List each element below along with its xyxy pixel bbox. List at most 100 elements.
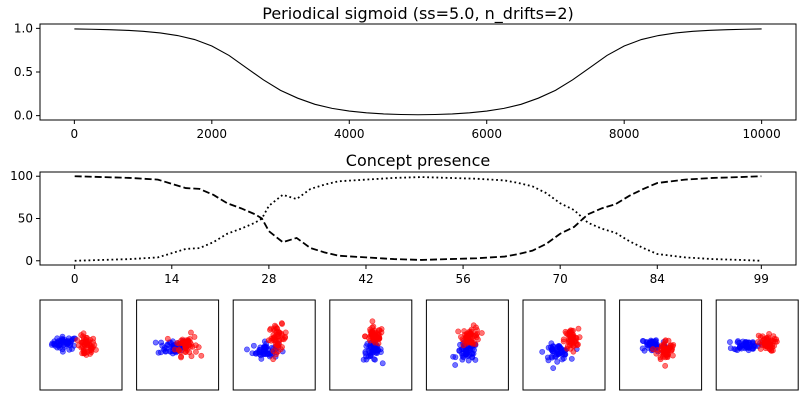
presence-series-line-1 bbox=[74, 176, 762, 262]
scatter-panel-frame bbox=[522, 299, 606, 391]
scatter-point-blue bbox=[158, 349, 164, 356]
scatter-point-red bbox=[164, 335, 171, 342]
scatter-panel-frame bbox=[232, 299, 316, 391]
scatter-point-blue bbox=[459, 353, 466, 359]
sigmoid-axes: 0 2000 4000 6000 8000 10000 0.0 0.5 1.0 bbox=[14, 21, 797, 141]
scatter-point-blue bbox=[750, 343, 757, 350]
scatter-point-blue bbox=[56, 342, 63, 349]
scatter-point-blue bbox=[379, 360, 386, 367]
scatter-point-red bbox=[575, 341, 581, 348]
scatter-panel-3 bbox=[232, 299, 316, 391]
scatter-panel-frame bbox=[715, 299, 799, 391]
scatter-panel-2 bbox=[136, 299, 220, 391]
scatter-point-red bbox=[270, 356, 277, 363]
presence-ytick-label: 50 bbox=[18, 212, 33, 226]
scatter-point-blue bbox=[727, 339, 733, 345]
scatter-point-red bbox=[757, 346, 764, 352]
scatter-point-blue bbox=[641, 347, 648, 354]
scatter-point-red bbox=[191, 334, 198, 340]
presence-axes-frame bbox=[39, 171, 797, 266]
scatter-point-blue bbox=[375, 347, 381, 353]
scatter-point-blue bbox=[244, 346, 250, 353]
scatter-point-blue bbox=[59, 336, 66, 343]
scatter-point-blue bbox=[54, 335, 61, 342]
scatter-point-blue bbox=[452, 354, 459, 361]
scatter-point-blue bbox=[554, 358, 561, 365]
scatter-point-red bbox=[470, 340, 476, 347]
scatter-point-red bbox=[279, 344, 285, 350]
scatter-point-red bbox=[768, 337, 775, 344]
scatter-point-blue bbox=[262, 343, 269, 350]
scatter-panel-5 bbox=[425, 299, 509, 391]
scatter-point-blue bbox=[66, 346, 73, 353]
scatter-panel-8 bbox=[715, 299, 799, 391]
scatter-point-red bbox=[649, 346, 656, 353]
sigmoid-xtick-label: 6000 bbox=[471, 127, 502, 141]
scatter-point-red bbox=[81, 349, 88, 356]
scatter-point-red bbox=[188, 353, 195, 360]
scatter-point-red bbox=[460, 342, 467, 349]
scatter-point-red bbox=[90, 339, 97, 346]
scatter-point-blue bbox=[465, 357, 472, 364]
scatter-point-red bbox=[369, 318, 376, 325]
scatter-point-red bbox=[195, 344, 202, 351]
sigmoid-xtick-label: 2000 bbox=[197, 127, 228, 141]
presence-xtick-label: 56 bbox=[455, 272, 470, 286]
scatter-point-blue bbox=[548, 353, 555, 360]
scatter-point-blue bbox=[746, 340, 752, 347]
scatter-point-red bbox=[560, 338, 567, 345]
scatter-point-red bbox=[78, 332, 85, 338]
scatter-point-blue bbox=[640, 338, 647, 345]
scatter-point-red bbox=[85, 338, 92, 345]
scatter-point-blue bbox=[539, 348, 546, 355]
scatter-point-red bbox=[773, 336, 780, 343]
sigmoid-title: Periodical sigmoid (ss=5.0, n_drifts=2) bbox=[262, 4, 574, 24]
scatter-point-red bbox=[570, 348, 577, 355]
scatter-point-red bbox=[369, 324, 376, 331]
scatter-point-red bbox=[761, 341, 768, 348]
presence-xtick-label: 28 bbox=[261, 272, 276, 286]
presence-xtick-label: 0 bbox=[71, 272, 79, 286]
sigmoid-axes-frame bbox=[39, 23, 797, 121]
scatter-panel-6 bbox=[522, 299, 606, 391]
presence-xtick-label: 42 bbox=[358, 272, 373, 286]
scatter-point-blue bbox=[250, 342, 257, 349]
scatter-point-blue bbox=[367, 353, 374, 359]
presence-ytick-label: 0 bbox=[25, 254, 33, 268]
scatter-panels bbox=[39, 299, 799, 391]
scatter-point-red bbox=[279, 321, 285, 327]
scatter-point-red bbox=[669, 352, 676, 359]
scatter-point-red bbox=[282, 333, 289, 340]
scatter-point-red bbox=[268, 335, 275, 342]
scatter-point-red bbox=[566, 332, 572, 339]
presence-title: Concept presence bbox=[346, 151, 490, 170]
scatter-panel-frame bbox=[39, 299, 123, 391]
scatter-point-red bbox=[183, 343, 190, 350]
scatter-panel-1 bbox=[39, 299, 123, 391]
scatter-point-blue bbox=[550, 365, 557, 372]
sigmoid-ytick-label: 0.0 bbox=[14, 109, 33, 123]
scatter-point-red bbox=[653, 350, 660, 357]
scatter-point-red bbox=[185, 337, 192, 344]
scatter-point-red bbox=[465, 334, 472, 341]
scatter-point-red bbox=[470, 322, 477, 329]
sigmoid-xtick-label: 0 bbox=[71, 127, 79, 141]
scatter-point-red bbox=[766, 345, 773, 352]
presence-xtick-label: 84 bbox=[650, 272, 665, 286]
scatter-point-red bbox=[372, 329, 378, 336]
sigmoid-xtick-label: 4000 bbox=[334, 127, 365, 141]
scatter-point-red bbox=[374, 334, 381, 341]
presence-xtick-label: 70 bbox=[553, 272, 568, 286]
scatter-point-blue bbox=[452, 362, 459, 368]
scatter-point-blue bbox=[256, 351, 263, 358]
scatter-point-red bbox=[88, 347, 94, 354]
scatter-point-red bbox=[274, 342, 280, 348]
scatter-point-red bbox=[275, 331, 282, 338]
scatter-point-red bbox=[667, 342, 674, 349]
sigmoid-ytick-label: 1.0 bbox=[14, 21, 33, 35]
scatter-point-red bbox=[660, 353, 666, 360]
presence-series-line-0 bbox=[74, 175, 762, 261]
scatter-point-blue bbox=[152, 339, 159, 346]
scatter-point-red bbox=[188, 329, 194, 336]
scatter-point-blue bbox=[549, 348, 556, 355]
